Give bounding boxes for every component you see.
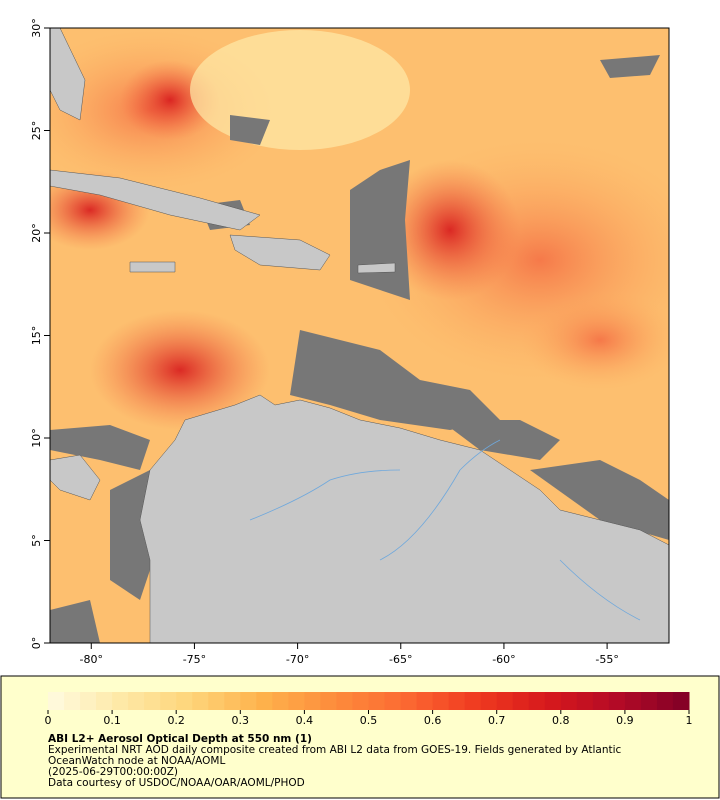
caption-line: Experimental NRT AOD daily composite cre… <box>48 744 622 756</box>
colorbar-cell <box>272 692 289 710</box>
colorbar-cell <box>384 692 402 710</box>
colorbar-cell <box>160 692 177 710</box>
x-tick-label: -70° <box>286 653 309 666</box>
colorbar-tick-label: 0.5 <box>360 714 378 727</box>
colorbar-cell <box>80 692 97 710</box>
colorbar-cell <box>544 692 562 710</box>
colorbar-tick-label: 0.9 <box>616 714 634 727</box>
colorbar-cell <box>512 692 530 710</box>
colorbar-cell <box>368 692 386 710</box>
colorbar-tick-label: 0.1 <box>103 714 121 727</box>
x-tick-label: -60° <box>492 653 515 666</box>
y-tick-label: 25° <box>30 121 43 141</box>
colorbar-tick-label: 0.7 <box>488 714 506 727</box>
colorbar-tick-label: 0.2 <box>167 714 185 727</box>
colorbar-cell <box>608 692 626 710</box>
colorbar-cell <box>528 692 546 710</box>
colorbar-cell <box>576 692 594 710</box>
colorbar-cell <box>416 692 434 710</box>
colorbar-tick-label: 0.8 <box>552 714 570 727</box>
caption-line: OceanWatch node at NOAA/AOML <box>48 755 225 767</box>
caption-line: (2025-06-29T00:00:00Z) <box>48 766 178 778</box>
colorbar-cell <box>480 692 498 710</box>
x-tick-label: -75° <box>183 653 206 666</box>
colorbar-cell <box>592 692 610 710</box>
colorbar-cell <box>240 692 257 710</box>
aod-patch <box>190 30 410 150</box>
colorbar-cell <box>432 692 450 710</box>
colorbar: 0 0.1 0.2 0.3 0.4 0.5 0.6 0.7 0.8 0.9 1 <box>45 692 693 727</box>
colorbar-cell <box>48 692 65 710</box>
colorbar-cell <box>656 692 674 710</box>
x-tick-label: -65° <box>389 653 412 666</box>
colorbar-cell <box>176 692 193 710</box>
colorbar-cell <box>288 692 305 710</box>
y-tick-label: 10° <box>30 428 43 448</box>
colorbar-cell <box>560 692 578 710</box>
colorbar-cell <box>256 692 273 710</box>
colorbar-cell <box>352 692 369 710</box>
colorbar-cell <box>400 692 418 710</box>
colorbar-cell <box>112 692 129 710</box>
colorbar-cell <box>336 692 353 710</box>
colorbar-cell <box>640 692 658 710</box>
colorbar-cell <box>320 692 337 710</box>
colorbar-cell <box>96 692 113 710</box>
y-tick-label: 30° <box>30 18 43 38</box>
colorbar-cell <box>144 692 161 710</box>
y-tick-label: 5° <box>30 534 43 547</box>
aod-patch <box>90 310 270 430</box>
colorbar-tick-label: 0.4 <box>296 714 314 727</box>
colorbar-tick-label: 0.6 <box>424 714 442 727</box>
y-tick-label: 15° <box>30 326 43 346</box>
colorbar-cell <box>496 692 514 710</box>
aod-patch <box>520 290 669 390</box>
axes: -80° -75° -70° -65° -60° -55° 0° 5° 10° 15° 20° 25°… <box>30 18 619 666</box>
x-tick-label: -55° <box>595 653 618 666</box>
colorbar-cell <box>208 692 225 710</box>
colorbar-cell <box>192 692 209 710</box>
colorbar-cell <box>224 692 241 710</box>
colorbar-tick-label: 0 <box>45 714 52 727</box>
colorbar-cell <box>672 692 690 710</box>
caption-title: ABI L2+ Aerosol Optical Depth at 550 nm … <box>48 733 312 745</box>
colorbar-cell <box>464 692 482 710</box>
y-tick-label: 20° <box>30 223 43 243</box>
aod-patch <box>380 160 520 300</box>
land <box>50 28 669 643</box>
colorbar-tick-label: 1 <box>686 714 693 727</box>
colorbar-cell <box>64 692 81 710</box>
colorbar-tick-label: 0.3 <box>232 714 250 727</box>
x-tick-label: -80° <box>80 653 103 666</box>
colorbar-cell <box>624 692 642 710</box>
rivers <box>249 439 641 621</box>
colorbar-cell <box>304 692 321 710</box>
map-field <box>50 28 669 643</box>
colorbar-cell <box>448 692 466 710</box>
colorbar-cell <box>128 692 145 710</box>
caption-line: Data courtesy of USDOC/NOAA/OAR/AOML/PHO… <box>48 777 305 789</box>
y-tick-label: 0° <box>30 637 43 650</box>
